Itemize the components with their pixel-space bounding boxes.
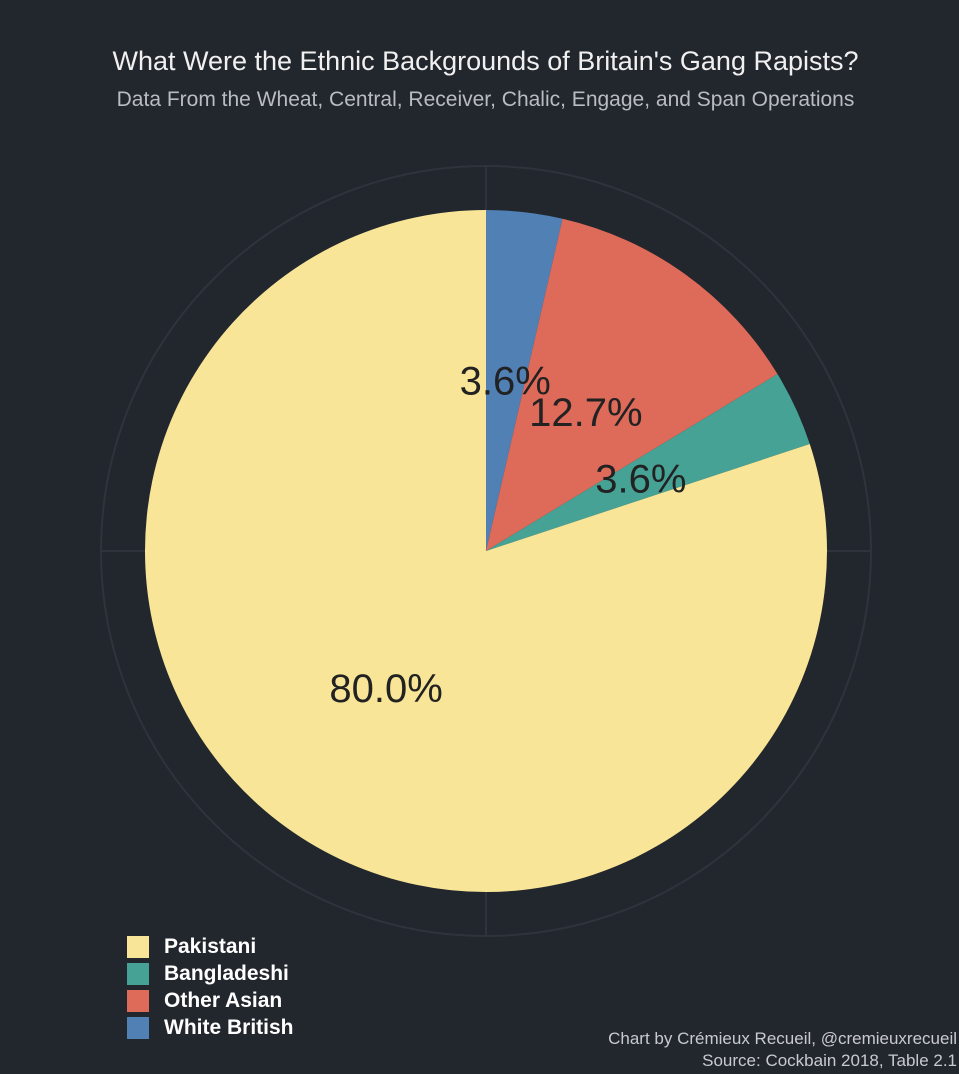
chart-subtitle: Data From the Wheat, Central, Receiver, … bbox=[116, 88, 855, 111]
legend-swatch-pakistani bbox=[127, 935, 149, 958]
legend-label-other-asian: Other Asian bbox=[164, 989, 283, 1012]
chart-credit: Chart by Crémieux Recueil, @cremieuxrecu… bbox=[608, 1028, 959, 1072]
pie-slices bbox=[145, 210, 827, 892]
legend-item-bangladeshi: Bangladeshi bbox=[127, 960, 294, 987]
legend-label-pakistani: Pakistani bbox=[164, 935, 257, 958]
slice-label-other-asian: 12.7% bbox=[529, 391, 642, 435]
slice-label-pakistani: 80.0% bbox=[329, 667, 442, 711]
slice-labels: 3.6%12.7%3.6%80.0% bbox=[329, 360, 686, 712]
pie-slice-white-british bbox=[486, 210, 563, 551]
slice-label-bangladeshi: 3.6% bbox=[595, 458, 686, 502]
legend-swatch-other-asian bbox=[127, 989, 149, 1012]
chart-title: What Were the Ethnic Backgrounds of Brit… bbox=[112, 46, 859, 76]
legend-label-bangladeshi: Bangladeshi bbox=[164, 962, 289, 985]
credit-source: Source: Cockbain 2018, Table 2.1 bbox=[702, 1051, 957, 1070]
legend-item-other-asian: Other Asian bbox=[127, 987, 294, 1014]
legend-swatch-white-british bbox=[127, 1016, 149, 1039]
credit-author: Chart by Crémieux Recueil, @cremieuxrecu… bbox=[608, 1029, 957, 1048]
legend: Pakistani Bangladeshi Other Asian White … bbox=[127, 933, 294, 1041]
pie-slice-other-asian bbox=[486, 218, 778, 551]
legend-swatch-bangladeshi bbox=[127, 962, 149, 985]
legend-item-pakistani: Pakistani bbox=[127, 933, 294, 960]
legend-label-white-british: White British bbox=[164, 1016, 294, 1039]
legend-item-white-british: White British bbox=[127, 1014, 294, 1041]
slice-label-white-british: 3.6% bbox=[460, 360, 551, 404]
pie-slice-pakistani bbox=[145, 210, 827, 892]
pie-slice-bangladeshi bbox=[486, 374, 810, 551]
